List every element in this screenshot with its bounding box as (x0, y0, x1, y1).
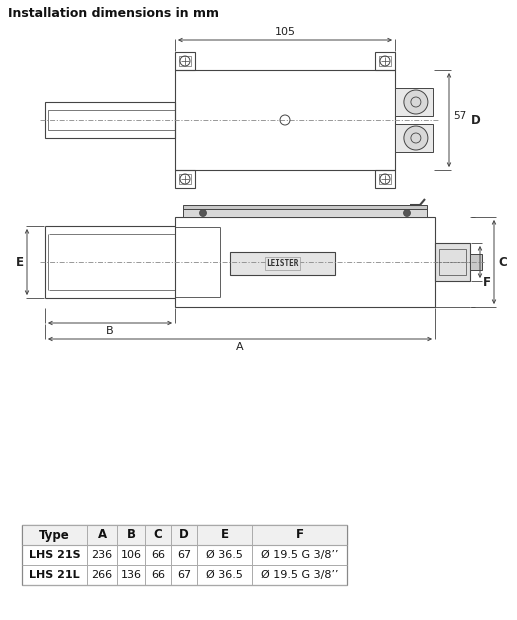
Text: Ø 36.5: Ø 36.5 (206, 550, 243, 560)
Bar (22, 525, 347, 585)
Bar (175, 52, 195, 70)
Text: Ø 36.5: Ø 36.5 (206, 570, 243, 580)
Bar (175, 217, 435, 307)
Circle shape (404, 90, 428, 114)
Bar (379, 56, 391, 66)
Text: LHS 21L: LHS 21L (29, 570, 80, 580)
Text: Ø 19.5 G 3/8’’: Ø 19.5 G 3/8’’ (261, 550, 338, 560)
Text: F: F (483, 275, 491, 288)
Bar (183, 205, 427, 209)
Text: D: D (179, 528, 189, 541)
Text: D: D (471, 113, 481, 126)
Text: 66: 66 (151, 550, 165, 560)
Text: F: F (296, 528, 303, 541)
Text: 106: 106 (120, 550, 142, 560)
Bar (179, 174, 191, 184)
Bar (395, 88, 433, 116)
Text: A: A (97, 528, 107, 541)
Bar (179, 56, 191, 66)
Text: C: C (154, 528, 162, 541)
Bar (22, 525, 347, 545)
Text: E: E (16, 255, 24, 268)
Text: 236: 236 (92, 550, 113, 560)
Text: Type: Type (39, 528, 70, 541)
Text: B: B (106, 326, 114, 336)
Text: C: C (498, 255, 507, 268)
Text: A: A (236, 342, 244, 352)
Text: Installation dimensions in mm: Installation dimensions in mm (8, 7, 219, 20)
Text: 57: 57 (453, 111, 466, 121)
Bar (435, 243, 470, 281)
Text: 67: 67 (177, 570, 191, 580)
Text: Ø 19.5 G 3/8’’: Ø 19.5 G 3/8’’ (261, 570, 338, 580)
Bar (230, 252, 335, 275)
Circle shape (200, 210, 206, 216)
Bar (375, 52, 395, 70)
Text: 136: 136 (120, 570, 142, 580)
Bar (375, 170, 395, 188)
Text: E: E (220, 528, 229, 541)
Bar (175, 70, 395, 170)
Text: 266: 266 (92, 570, 113, 580)
Bar (48, 110, 175, 130)
Bar (439, 249, 466, 275)
Text: 105: 105 (275, 27, 296, 37)
Circle shape (403, 210, 410, 216)
Text: B: B (127, 528, 135, 541)
Text: LEISTER: LEISTER (266, 259, 299, 268)
Bar (470, 254, 482, 270)
Bar (395, 124, 433, 152)
Bar (379, 174, 391, 184)
Bar (183, 209, 427, 217)
Text: LHS 21S: LHS 21S (28, 550, 80, 560)
Text: 67: 67 (177, 550, 191, 560)
Bar (175, 170, 195, 188)
Bar (45, 102, 175, 138)
Circle shape (404, 126, 428, 150)
Text: 66: 66 (151, 570, 165, 580)
